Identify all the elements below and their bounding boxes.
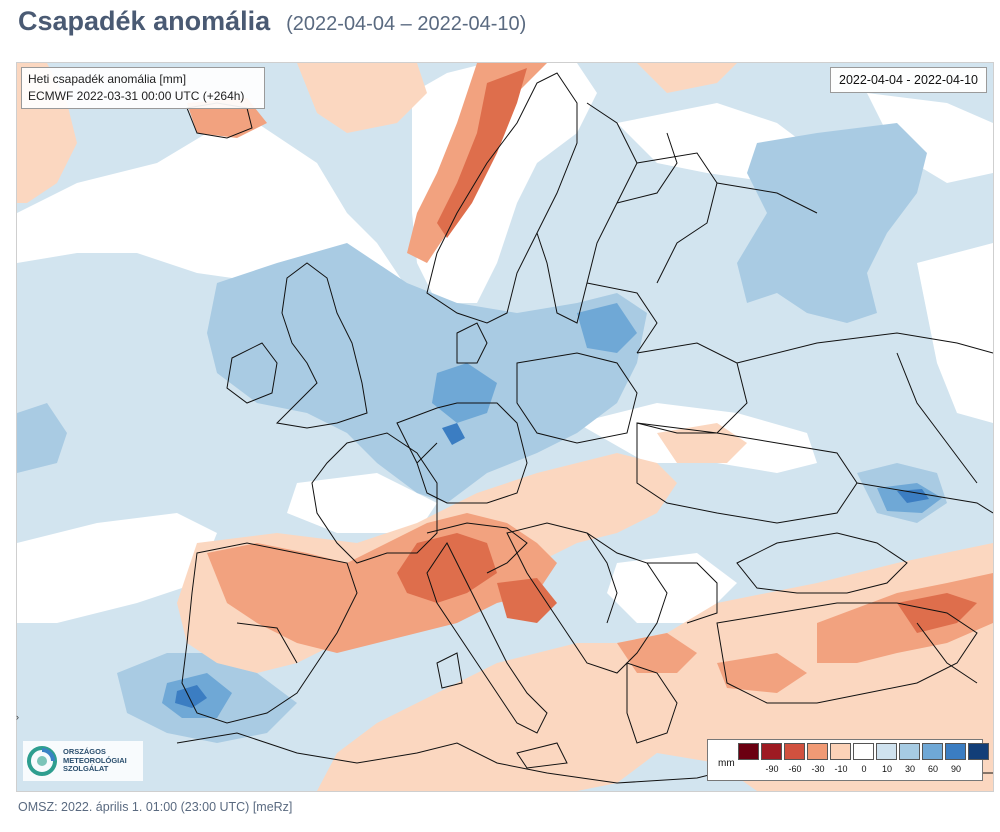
anomaly-map[interactable]: Heti csapadék anomália [mm] ECMWF 2022-0…	[16, 62, 994, 792]
legend-unit: mm	[718, 758, 735, 769]
legend-swatch	[968, 743, 989, 760]
legend-swatch	[738, 743, 759, 760]
legend-swatch	[830, 743, 851, 760]
omsz-logo-icon	[27, 746, 57, 776]
logo-line-3: SZOLGÁLAT	[63, 764, 109, 774]
map-info-box: Heti csapadék anomália [mm] ECMWF 2022-0…	[21, 67, 265, 109]
info-model-label: ECMWF 2022-03-31 00:00 UTC (+264h)	[28, 89, 245, 103]
strong-negative-zones	[397, 68, 977, 633]
very-strong-positive-zones	[175, 423, 929, 708]
legend-swatch	[784, 743, 805, 760]
legend-swatch	[807, 743, 828, 760]
legend-tick-label: -10	[834, 764, 848, 774]
legend-swatches	[738, 743, 991, 760]
omsz-logo-text: ORSZÁGOS METEOROLÓGIAI SZOLGÁLAT	[63, 748, 127, 774]
legend-tick-label: 60	[927, 764, 939, 774]
legend-tick-label: -60	[788, 764, 802, 774]
map-date-range: (2022-04-04 – 2022-04-10)	[286, 13, 527, 35]
omsz-logo: ORSZÁGOS METEOROLÓGIAI SZOLGÁLAT	[23, 741, 143, 781]
legend-tick-label: 0	[861, 764, 867, 774]
logo-line-2: METEOROLÓGIAI	[63, 755, 127, 765]
legend-swatch	[899, 743, 920, 760]
legend-tick-label: -90	[765, 764, 779, 774]
page-title: Csapadék anomália (2022-04-04 – 2022-04-…	[18, 6, 526, 40]
info-variable-label: Heti csapadék anomália [mm]	[28, 72, 187, 86]
color-legend: mm -90 -60 -30 -10 0 10 30 60 90	[707, 739, 989, 781]
map-date-label: 2022-04-04 - 2022-04-10	[830, 67, 987, 93]
legend-tick-label: -30	[811, 764, 825, 774]
legend-swatch	[945, 743, 966, 760]
legend-swatch	[922, 743, 943, 760]
legend-swatch	[761, 743, 782, 760]
strong-positive-zones	[162, 303, 942, 718]
map-canvas	[17, 63, 993, 791]
legend-tick-label: 10	[881, 764, 893, 774]
side-expand-marker[interactable]: ›	[16, 712, 19, 722]
logo-line-1: ORSZÁGOS	[63, 747, 106, 757]
legend-tick-label: 90	[950, 764, 962, 774]
legend-swatch	[876, 743, 897, 760]
legend-swatch	[853, 743, 874, 760]
legend-tick-label: 30	[904, 764, 916, 774]
map-title: Csapadék anomália	[18, 6, 271, 36]
footer-credit: OMSZ: 2022. április 1. 01:00 (23:00 UTC)…	[18, 800, 293, 814]
legend-ticks: -90 -60 -30 -10 0 10 30 60 90	[738, 764, 988, 778]
